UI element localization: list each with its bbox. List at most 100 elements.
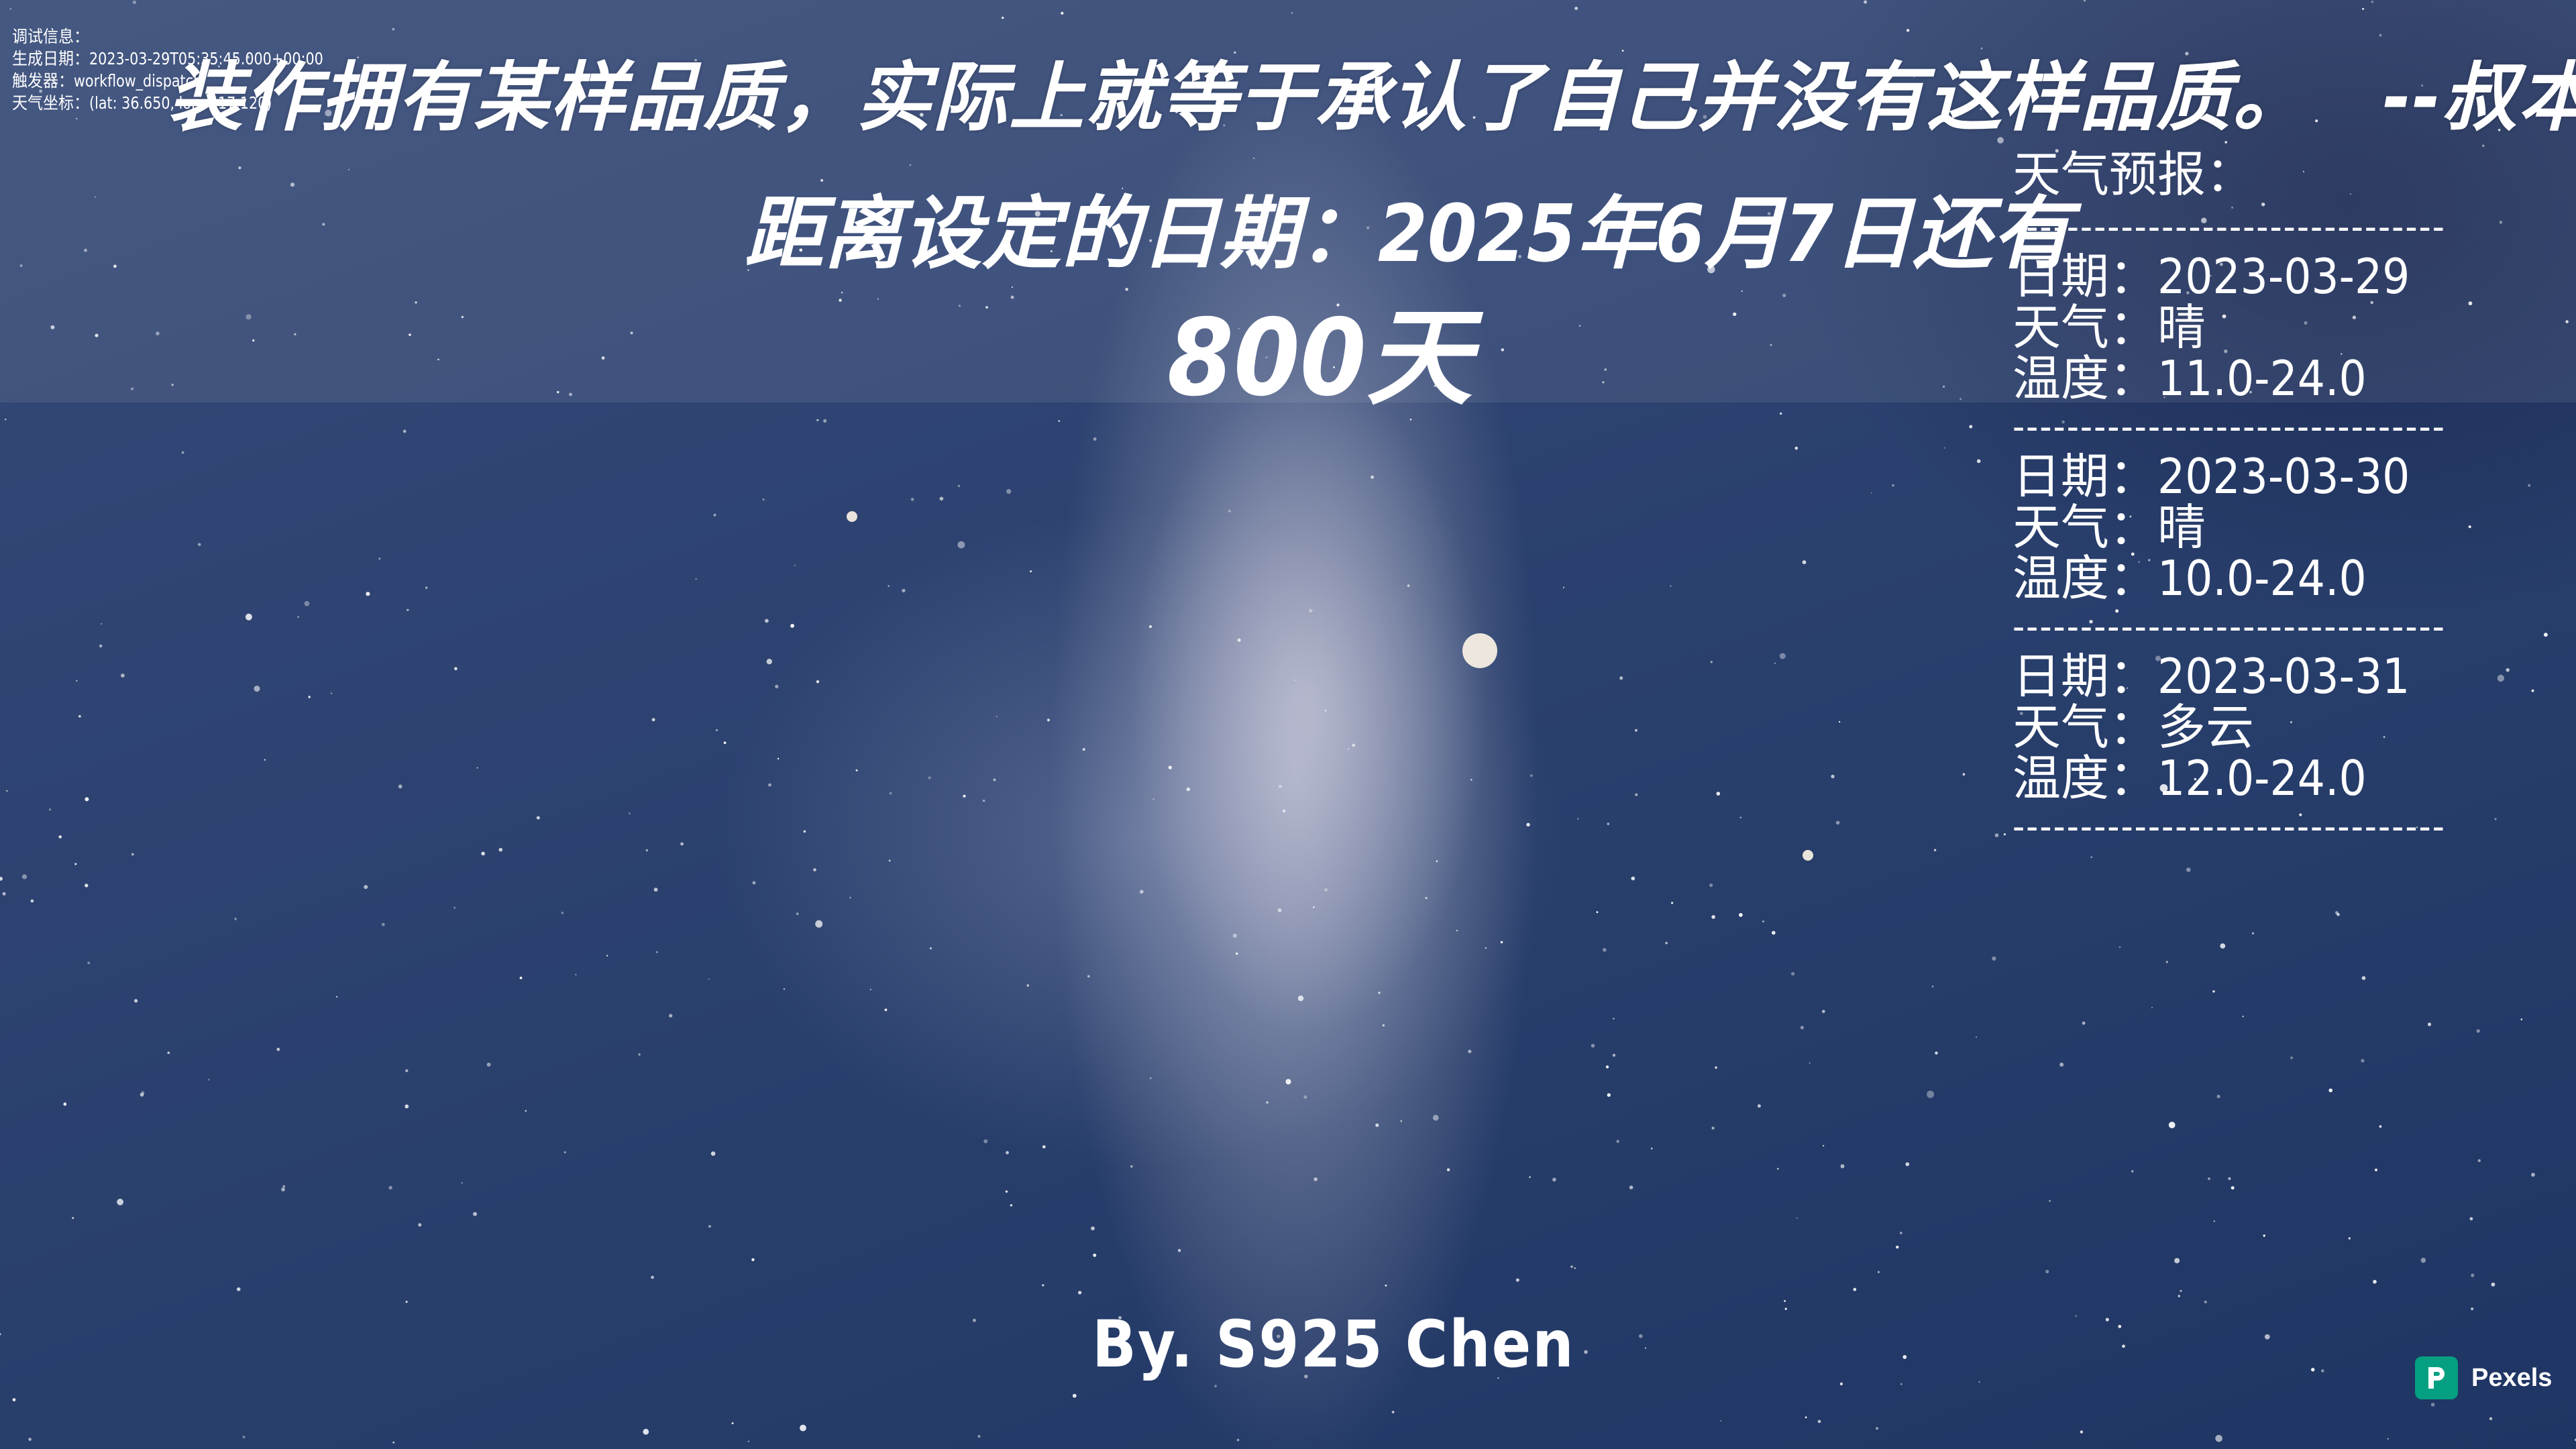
star <box>0 877 3 881</box>
star <box>2370 301 2373 305</box>
star <box>1645 1347 1647 1349</box>
star <box>529 79 531 82</box>
star <box>1805 1416 1807 1419</box>
star <box>1238 327 1240 329</box>
star <box>1776 1167 1779 1170</box>
star <box>2019 712 2023 715</box>
star <box>2080 1430 2084 1434</box>
star <box>140 1093 144 1097</box>
star <box>1077 1291 1082 1295</box>
quote-source: --叔本华 人生的智慧 <box>2383 54 2576 142</box>
star <box>378 557 381 560</box>
star <box>2421 85 2423 87</box>
star <box>1635 729 1638 732</box>
star <box>425 586 428 589</box>
weather-separator: -------------------------------- <box>2012 405 2446 449</box>
star <box>841 291 843 294</box>
pexels-credit[interactable]: Pexels <box>2415 1356 2552 1399</box>
star <box>1839 1382 1843 1386</box>
star <box>2362 7 2365 10</box>
star <box>1650 1147 1653 1150</box>
star <box>364 885 368 890</box>
star <box>656 951 658 953</box>
star <box>1602 381 1605 384</box>
star <box>1627 207 1631 211</box>
star <box>2468 301 2473 306</box>
star <box>1809 1062 1811 1064</box>
star <box>1943 447 1945 449</box>
star <box>95 333 99 337</box>
star <box>21 874 28 879</box>
star <box>1671 902 1674 904</box>
star <box>1779 653 1786 659</box>
star <box>1933 849 1937 851</box>
star <box>2228 1177 2231 1181</box>
star <box>308 696 311 698</box>
star <box>476 767 478 769</box>
forecast-condition: 天气：晴 <box>2012 299 2206 356</box>
star <box>2129 515 2132 518</box>
star <box>101 623 103 625</box>
star <box>181 451 184 454</box>
star <box>1324 888 1328 892</box>
star <box>156 331 160 335</box>
star <box>547 107 549 109</box>
star <box>2491 1282 2496 1287</box>
star <box>2075 1315 2078 1318</box>
star <box>1976 1036 1978 1038</box>
star <box>747 269 749 271</box>
star <box>1006 1150 1009 1155</box>
star <box>1577 818 1579 820</box>
star <box>1277 1334 1281 1338</box>
star <box>1665 942 1668 945</box>
star <box>877 298 879 300</box>
star <box>294 333 297 335</box>
star <box>651 1275 654 1279</box>
star <box>2337 912 2340 916</box>
star <box>1900 1232 1902 1234</box>
star <box>238 166 241 170</box>
star <box>229 84 231 86</box>
star <box>49 808 52 811</box>
star <box>2290 1056 2294 1059</box>
star <box>74 863 77 865</box>
quote-text: 装作拥有某样品质，实际上就等于承认了自己并没有这样品质。 <box>168 54 2309 142</box>
star <box>983 799 985 802</box>
star <box>1093 437 1097 441</box>
star <box>2115 609 2119 613</box>
star <box>928 776 931 780</box>
star <box>1087 975 1090 978</box>
star <box>1613 1018 1615 1020</box>
star <box>357 56 359 58</box>
star <box>2349 193 2351 195</box>
star <box>2059 1063 2064 1067</box>
star <box>1762 920 1764 923</box>
star <box>1409 419 1412 421</box>
star <box>1468 1049 1472 1053</box>
forecast-day: 日期：2023-03-31 天气：多云 温度：12.0-24.0 <box>2012 651 2509 804</box>
star <box>402 429 407 433</box>
star <box>1375 1123 1379 1127</box>
star <box>1118 1316 1122 1320</box>
star <box>366 592 370 596</box>
star <box>775 684 779 688</box>
star <box>2290 721 2292 724</box>
star <box>1584 1350 1588 1354</box>
star <box>816 680 820 684</box>
star <box>1168 765 1172 769</box>
star <box>236 1287 241 1291</box>
star <box>1739 816 1741 818</box>
star <box>392 28 395 31</box>
star <box>902 588 906 593</box>
star <box>957 484 961 488</box>
star <box>2163 121 2167 125</box>
star <box>2544 633 2548 637</box>
star <box>2148 559 2151 561</box>
star <box>1434 384 1436 387</box>
star <box>85 797 89 802</box>
star <box>254 686 260 692</box>
star <box>651 718 655 722</box>
star <box>710 1151 716 1156</box>
star <box>963 794 966 798</box>
